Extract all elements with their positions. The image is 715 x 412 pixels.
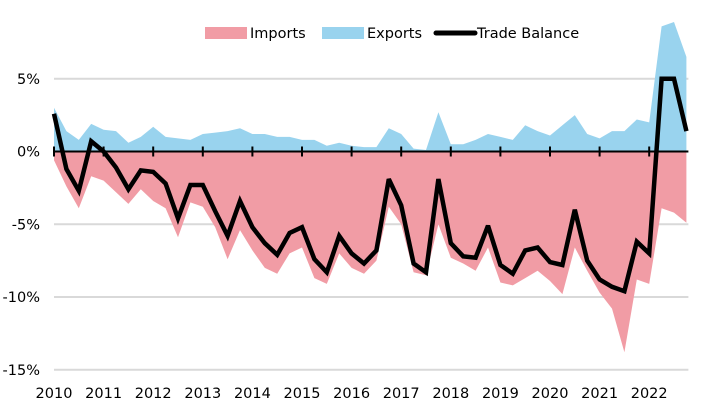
x-tick-label: 2010 <box>36 386 73 402</box>
x-tick-label: 2018 <box>432 386 469 402</box>
y-tick-label: -10% <box>3 290 40 306</box>
x-tick-label: 2014 <box>234 386 271 402</box>
legend-label-imports: Imports <box>250 26 306 42</box>
legend-label-trade-balance: Trade Balance <box>476 26 579 42</box>
area-imports <box>54 151 687 353</box>
x-tick-label: 2020 <box>532 386 569 402</box>
x-tick-label: 2016 <box>333 386 370 402</box>
x-tick-label: 2021 <box>581 386 618 402</box>
x-tick-label: 2019 <box>482 386 519 402</box>
x-axis-labels: 2010 2011 2012 2013 2014 2015 2016 2017 2018 2019… <box>36 386 668 402</box>
area-exports <box>54 22 687 152</box>
line-series <box>51 76 689 295</box>
y-tick-label: -5% <box>12 217 40 233</box>
y-tick-label: -15% <box>3 363 40 379</box>
x-tick-label: 2013 <box>184 386 221 402</box>
x-tick-label: 2017 <box>383 386 420 402</box>
legend-label-exports: Exports <box>367 26 422 42</box>
line-trade-balance <box>51 76 689 295</box>
legend-swatch-exports <box>322 27 364 39</box>
area-series <box>54 22 687 353</box>
x-tick-label: 2011 <box>85 386 122 402</box>
y-tick-label: 0% <box>17 145 40 161</box>
y-tick-label: 5% <box>17 72 40 88</box>
legend-swatch-imports <box>205 27 247 39</box>
x-axis <box>53 146 689 157</box>
legend: Imports Exports Trade Balance <box>205 26 579 42</box>
y-axis-labels: 5% 0% -5% -10% -15% <box>3 72 40 379</box>
x-tick-label: 2012 <box>135 386 172 402</box>
x-tick-label: 2015 <box>284 386 321 402</box>
x-tick-label: 2022 <box>631 386 668 402</box>
